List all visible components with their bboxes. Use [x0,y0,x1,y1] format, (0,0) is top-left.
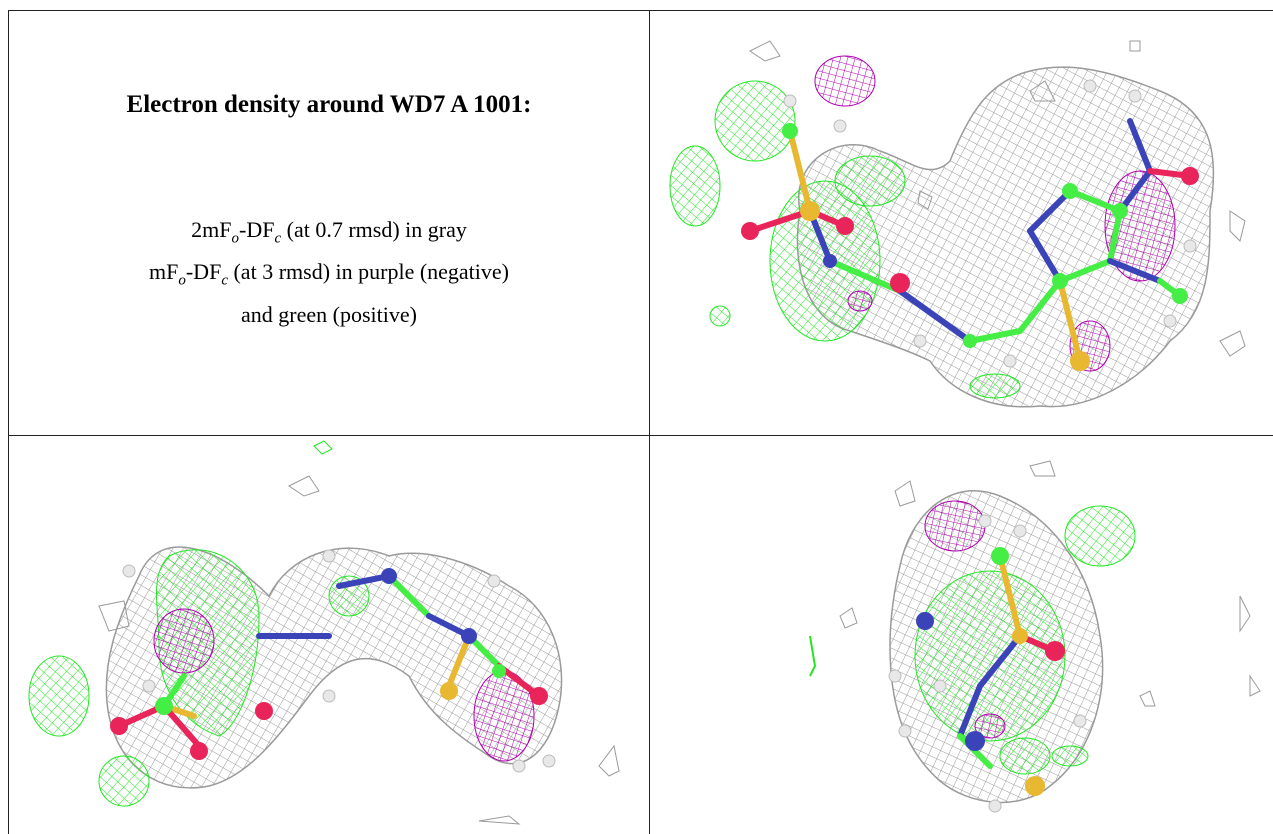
ligand-density-view-3 [809,460,1261,813]
purple-density-mesh [924,500,986,552]
gray-mesh-fragments [749,40,1246,357]
grid-line-left [8,10,9,834]
purple-density-mesh [153,608,215,674]
ligand-atoms [888,514,1087,813]
gray-mesh-fragments [98,475,620,825]
density-panel-top-right [650,11,1273,435]
grid-line-middle [8,435,1273,436]
ligand-density-view-2 [28,440,620,825]
purple-density-mesh [814,55,876,107]
figure-grid: Electron density around WD7 A 1001: 2mFo… [8,10,1273,834]
ligand-atoms [110,549,556,773]
grid-line-center [649,10,650,834]
density-panel-bottom-right [650,436,1273,834]
gray-mesh-fragments [839,460,1261,707]
legend-line-3: and green (positive) [241,301,417,327]
density-legend: 2mFo-DFc (at 0.7 rmsd) in gray mFo-DFc (… [9,213,649,331]
gray-density-mesh [796,66,1215,408]
grid-line-top [8,10,1273,11]
caption-cell: Electron density around WD7 A 1001: 2mFo… [9,11,649,435]
ligand-atoms [741,79,1199,371]
figure-title: Electron density around WD7 A 1001: [126,91,532,118]
green-density-mesh [714,80,796,162]
ligand-bonds [747,118,1193,364]
density-panel-bottom-left [9,436,649,834]
green-density-mesh [914,570,1066,742]
ligand-density-view-1 [669,40,1246,408]
legend-line-1: 2mFo-DFc (at 0.7 rmsd) in gray [191,217,467,247]
legend-line-2: mFo-DFc (at 3 rmsd) in purple (negative) [149,259,509,289]
